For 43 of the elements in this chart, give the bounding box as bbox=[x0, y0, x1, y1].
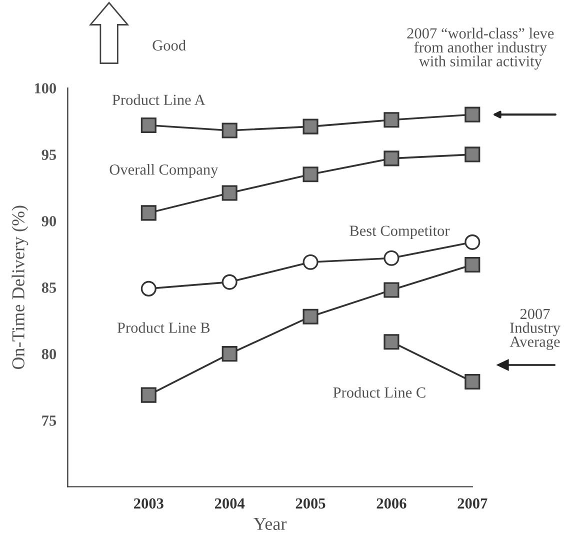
series-label: Overall Company bbox=[110, 164, 218, 178]
series-label: Product Line C bbox=[333, 386, 426, 398]
point bbox=[384, 334, 400, 350]
y-tick-label: 80 bbox=[42, 348, 56, 360]
point bbox=[302, 166, 318, 182]
point bbox=[384, 282, 400, 298]
y-tick-label: 90 bbox=[42, 216, 56, 226]
y-axis-title: On-Time Delivery (%) bbox=[12, 206, 28, 370]
annotation: 2007 “world-class” leve from another industry with similar activity bbox=[407, 28, 554, 70]
y-tick-label: 75 bbox=[42, 416, 56, 426]
y-tick-label: 95 bbox=[42, 150, 56, 160]
point bbox=[464, 374, 480, 390]
y-tick-label: 100 bbox=[34, 83, 56, 94]
text: 2007 Industry Average bbox=[510, 308, 560, 350]
x-axis-title: Year bbox=[254, 518, 287, 530]
series-label: Product Line B bbox=[117, 322, 210, 333]
x-tick-label: 2004 bbox=[214, 498, 245, 509]
point bbox=[222, 274, 238, 290]
point bbox=[302, 118, 318, 134]
point bbox=[140, 205, 156, 221]
x-tick-label: 2003 bbox=[134, 498, 164, 509]
y-tick-label: 85 bbox=[42, 282, 56, 293]
point bbox=[464, 106, 480, 122]
text: Good bbox=[152, 40, 186, 51]
point bbox=[140, 280, 156, 296]
point bbox=[222, 346, 238, 362]
x-tick-label: 2007 bbox=[458, 498, 488, 509]
point bbox=[384, 112, 400, 128]
point bbox=[222, 122, 238, 138]
series-label: Best Competitor bbox=[350, 226, 450, 240]
point bbox=[140, 387, 156, 403]
series-label: Product Line A bbox=[112, 94, 206, 106]
point bbox=[464, 234, 480, 250]
point bbox=[302, 254, 318, 270]
point bbox=[140, 117, 156, 133]
point bbox=[384, 250, 400, 266]
point bbox=[384, 150, 400, 166]
point bbox=[302, 308, 318, 324]
x-tick-label: 2006 bbox=[376, 498, 406, 509]
point bbox=[464, 146, 480, 162]
x-tick-label: 2005 bbox=[296, 498, 326, 509]
point bbox=[464, 257, 480, 273]
point bbox=[222, 185, 238, 201]
